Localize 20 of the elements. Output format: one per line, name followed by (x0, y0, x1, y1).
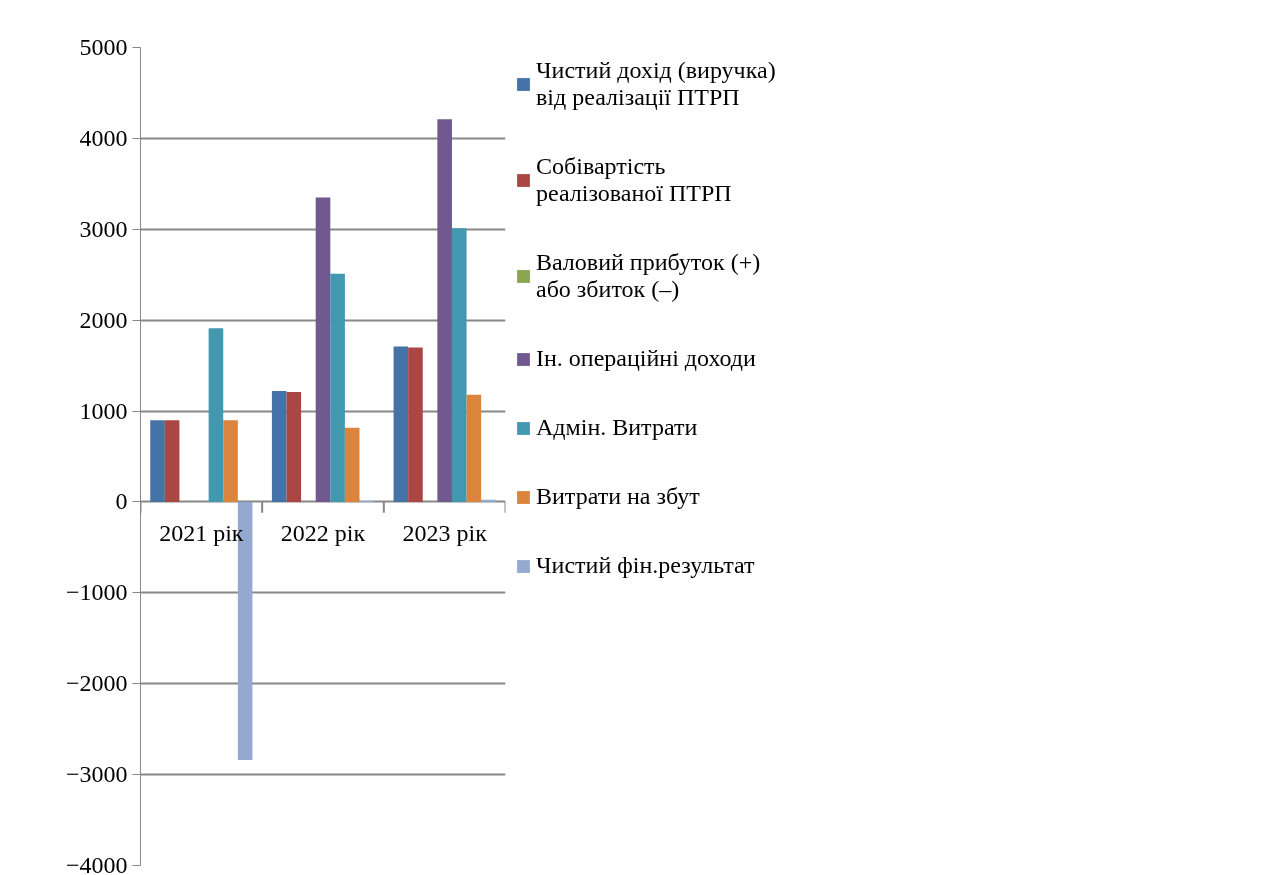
x-tick-label: 2023 рік (402, 519, 488, 546)
y-tick-label: −3000 (65, 761, 128, 788)
legend-label: Собівартість реалізованої ПТРП (536, 153, 732, 207)
y-tick-label: −1000 (65, 579, 128, 606)
y-tick-label: 5000 (79, 34, 128, 60)
legend-label: Ін. операційні доходи (536, 345, 756, 372)
y-tick-label: 0 (115, 488, 128, 515)
y-tick-label: −4000 (65, 852, 128, 875)
x-tick-label: 2022 рік (280, 519, 366, 546)
y-tick-label: 1000 (79, 397, 128, 424)
y-tick-label: 4000 (79, 124, 128, 151)
y-tick-label: −2000 (65, 670, 128, 697)
legend-label: Витрати на збут (536, 483, 700, 510)
legend-label: Валовий прибуток (+) або збиток (–) (536, 249, 761, 303)
y-tick-label: 3000 (79, 215, 128, 242)
legend-label: Чистий дохід (виручка) від реалізації ПТРП (536, 57, 776, 111)
legend-label: Адмін. Витрати (536, 414, 698, 441)
y-tick-label: 2000 (79, 306, 128, 333)
x-tick-label: 2021 рік (159, 519, 244, 546)
legend-label: Чистий фін.результат (536, 552, 755, 579)
